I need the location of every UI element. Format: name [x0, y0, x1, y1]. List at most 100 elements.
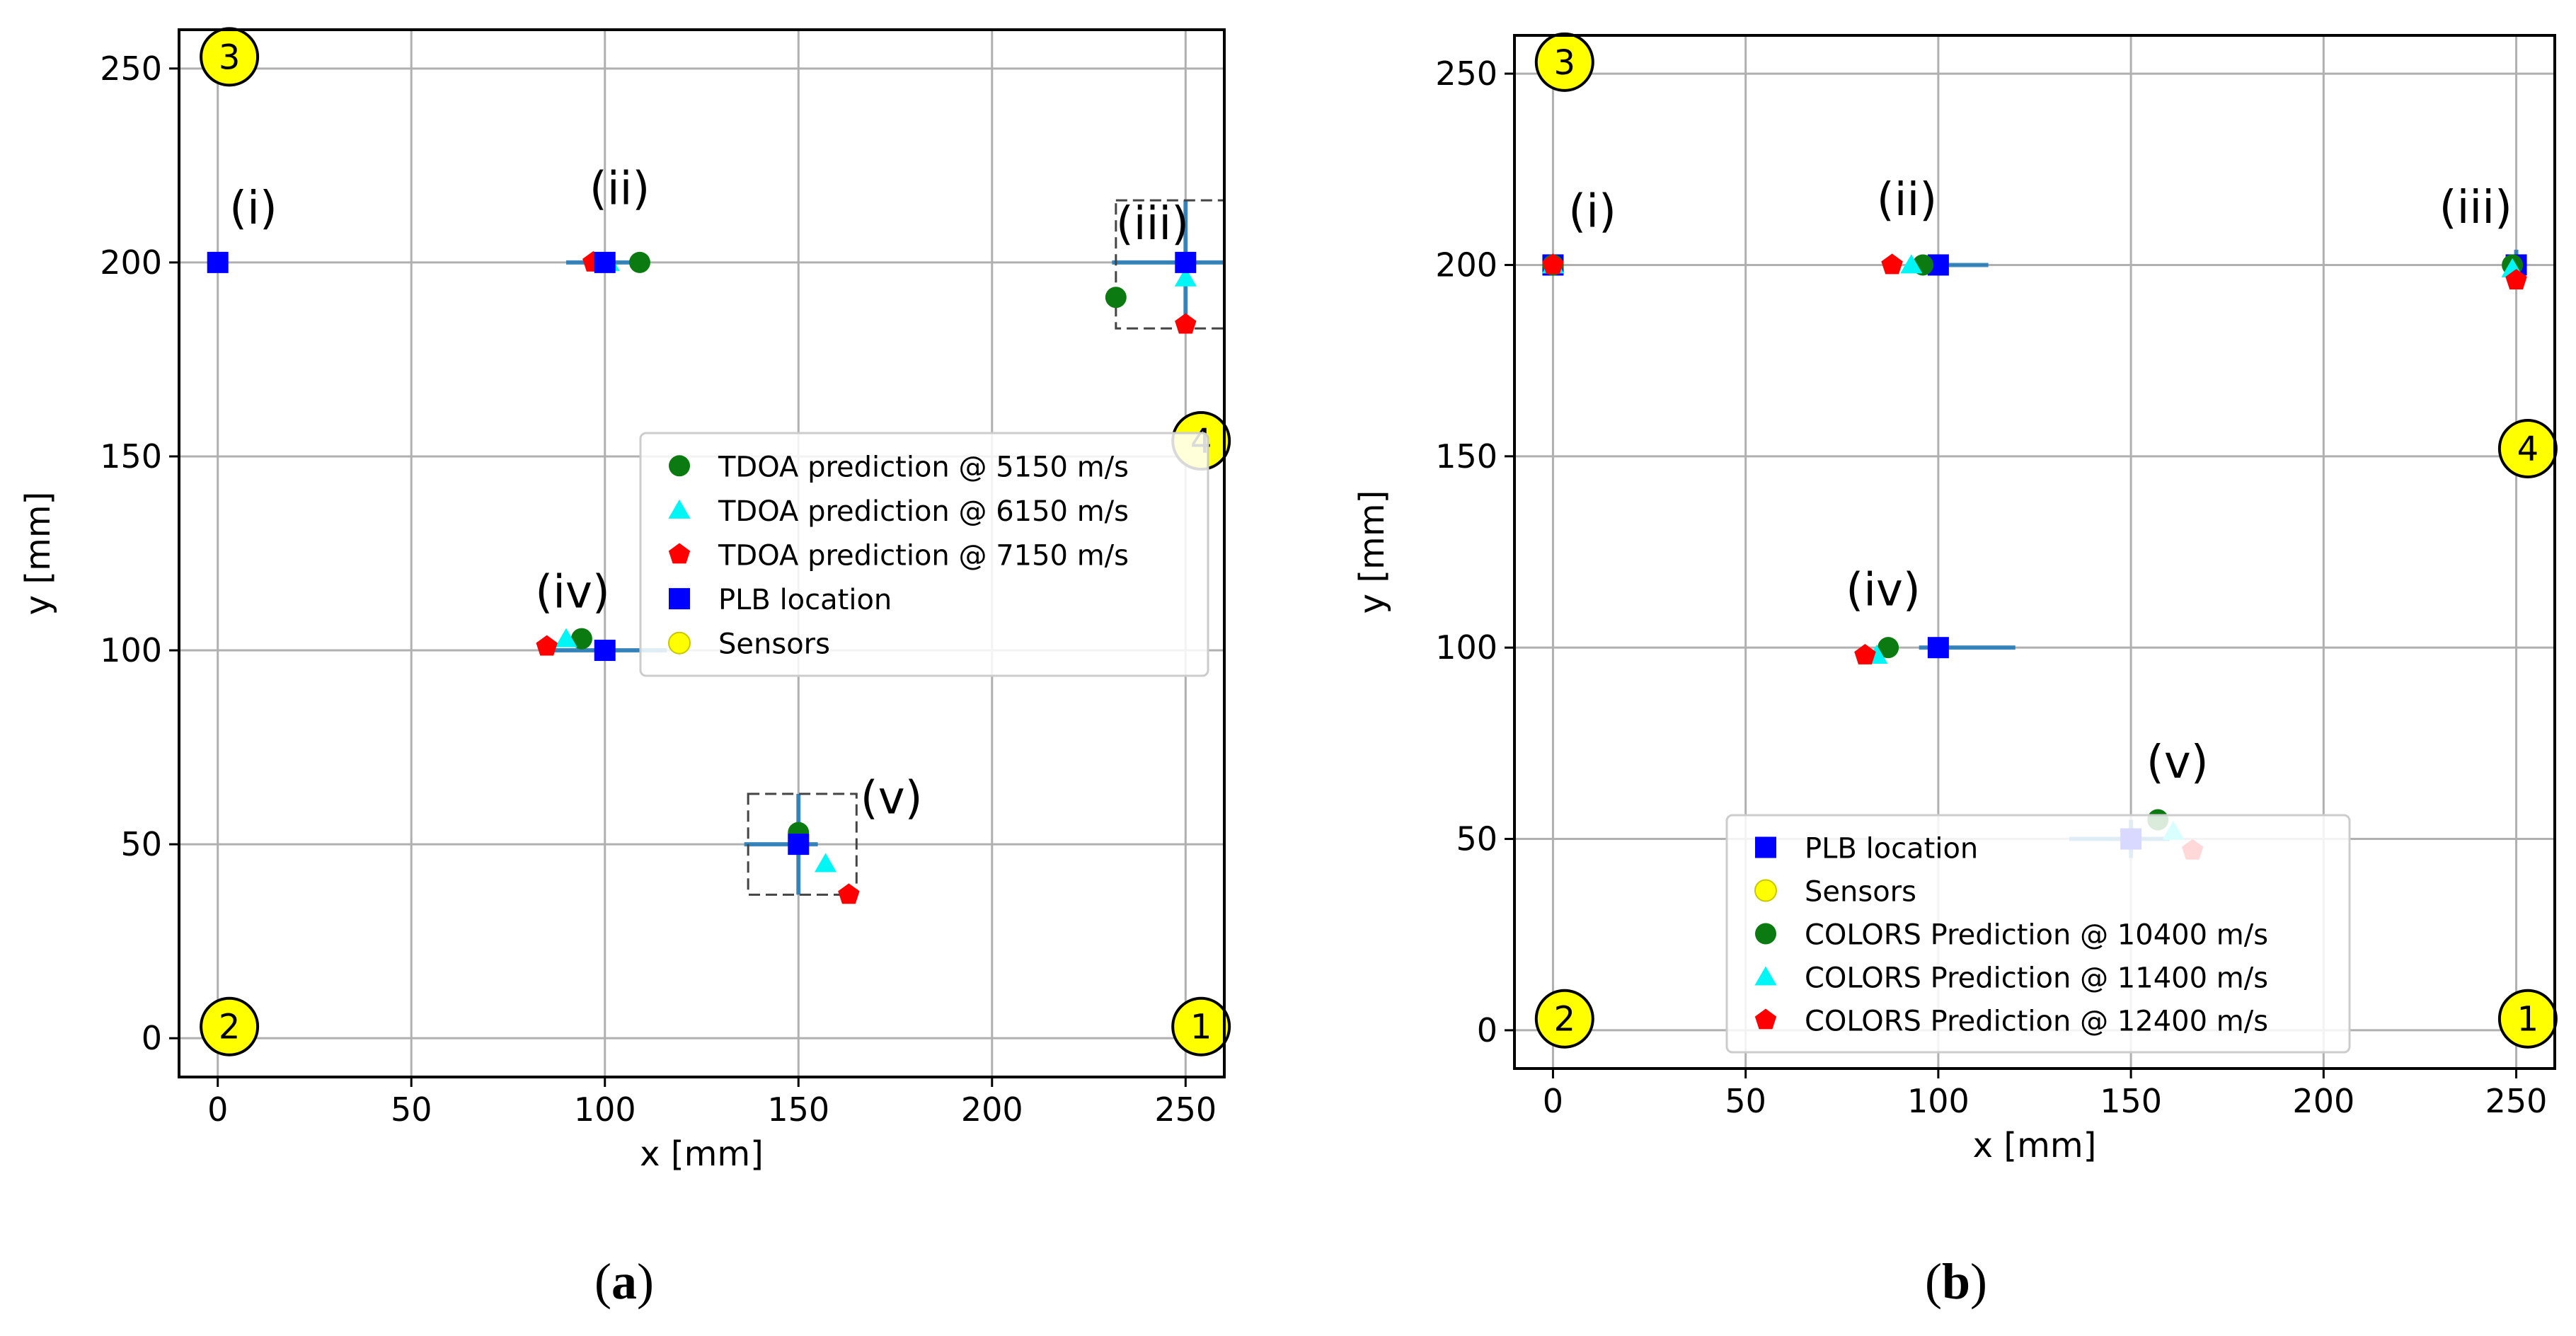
legend-item: Sensors [668, 628, 830, 661]
point-annotation: (v) [861, 772, 923, 824]
series [1542, 253, 2527, 860]
data-point [1878, 637, 1899, 659]
point-annotation: (iv) [535, 567, 610, 619]
sensor-label: 3 [219, 38, 241, 77]
point-annotation: (ii) [590, 163, 650, 216]
y-tick-label: 0 [142, 1019, 162, 1057]
x-tick-label: 250 [1154, 1090, 1217, 1129]
sensor-circle [1171, 996, 1231, 1056]
data-point [1175, 313, 1197, 334]
x-tick-label: 100 [1907, 1082, 1970, 1120]
data-point [1881, 253, 1903, 275]
legend-item: COLORS Prediction @ 11400 m/s [1754, 962, 2268, 995]
axes-frame [1513, 34, 2556, 1070]
legend-frame [639, 432, 1209, 677]
legend-label: COLORS Prediction @ 10400 m/s [1805, 919, 2268, 952]
sensor-circle [200, 996, 260, 1056]
sensor-marker: 1 [2497, 989, 2558, 1049]
y-tick-label: 50 [1456, 820, 1497, 858]
legend-marker [1754, 1008, 1777, 1030]
caption-b-text: b [1941, 1253, 1971, 1310]
legend-marker [669, 588, 690, 610]
x-axis-label: x [mm] [1973, 1126, 2097, 1165]
data-point [555, 628, 577, 647]
data-point [815, 853, 837, 873]
legend-marker [668, 543, 691, 564]
data-point [1927, 637, 1949, 659]
sensor-marker: 2 [200, 996, 260, 1056]
data-point [1105, 287, 1127, 309]
x-tick-label: 50 [391, 1090, 432, 1129]
data-point [838, 883, 860, 904]
caption-a-text: a [611, 1253, 637, 1310]
legend-marker [668, 499, 691, 519]
y-tick-label: 50 [120, 825, 162, 863]
x-tick-label: 0 [207, 1090, 228, 1129]
series [207, 251, 1197, 856]
legend-marker [1754, 879, 1777, 902]
sensor-marker: 3 [1534, 32, 1594, 92]
sensor-marker: 4 [2497, 419, 2558, 478]
legend-marker [1754, 966, 1777, 986]
x-tick-label: 250 [2485, 1082, 2548, 1120]
legend-label: TDOA prediction @ 5150 m/s [718, 451, 1129, 483]
point-annotation: (i) [229, 183, 277, 235]
x-tick-label: 150 [2100, 1082, 2162, 1120]
x-tick-label: 100 [574, 1090, 636, 1129]
legend-frame [1725, 814, 2351, 1054]
legend-item: TDOA prediction @ 7150 m/s [668, 540, 1129, 572]
point-annotation: (iii) [1116, 198, 1189, 250]
inset-box [747, 793, 858, 896]
data-point [536, 635, 558, 656]
legend-item: TDOA prediction @ 5150 m/s [669, 451, 1129, 483]
sensor-marker: 3 [200, 27, 260, 87]
point-annotation: (iv) [1846, 565, 1921, 617]
data-point [628, 251, 650, 273]
legend: PLB location Sensors COLORS Prediction @ 1… [1725, 814, 2351, 1054]
sensor-label: 4 [2517, 430, 2539, 469]
x-axis-label: x [mm] [640, 1134, 764, 1174]
y-axis-label: y [mm] [1352, 490, 1392, 614]
series [1542, 254, 2527, 850]
axes-frame [178, 28, 1226, 1078]
y-tick-label: 200 [1435, 246, 1497, 284]
x-tick-label: 50 [1725, 1082, 1766, 1120]
y-tick-label: 250 [1435, 54, 1497, 93]
sensor-label: 2 [219, 1008, 241, 1047]
data-point [788, 834, 810, 856]
point-annotation: (iii) [2439, 182, 2512, 234]
y-tick-label: 100 [1435, 628, 1497, 667]
data-point [570, 628, 592, 650]
legend-marker [668, 631, 691, 655]
data-point [2505, 269, 2527, 289]
legend-marker [1755, 836, 1776, 858]
sensor-marker: 2 [1534, 989, 1594, 1049]
data-point [1900, 254, 1923, 274]
x-tick-label: 200 [2292, 1082, 2354, 1120]
data-point [1854, 644, 1876, 664]
sensor-label: 3 [1554, 43, 1576, 83]
x-tick-label: 200 [961, 1090, 1023, 1129]
legend-label: COLORS Prediction @ 11400 m/s [1805, 962, 2268, 995]
x-tick-label: 0 [1543, 1082, 1563, 1120]
y-tick-label: 200 [100, 243, 162, 282]
sensor-label: 1 [1190, 1008, 1212, 1047]
legend-label: PLB location [1805, 833, 1978, 865]
legend-label: TDOA prediction @ 6150 m/s [718, 495, 1129, 528]
y-tick-label: 250 [100, 50, 162, 88]
data-point [1175, 251, 1197, 273]
sensor-label: 1 [2517, 1000, 2539, 1040]
sensor-circle [1534, 32, 1594, 92]
point-annotation: (v) [2146, 737, 2209, 789]
legend-label: COLORS Prediction @ 12400 m/s [1805, 1006, 2268, 1038]
legend-item: PLB location [1755, 833, 1978, 865]
legend-label: PLB location [718, 584, 892, 616]
legend-label: TDOA prediction @ 7150 m/s [718, 540, 1129, 572]
sensor-label: 2 [1554, 1000, 1576, 1040]
y-tick-label: 0 [1477, 1011, 1497, 1049]
x-tick-label: 150 [767, 1090, 829, 1129]
sensor-marker: 1 [1171, 996, 1231, 1056]
legend-item: Sensors [1754, 876, 1916, 909]
series [1542, 254, 2524, 831]
